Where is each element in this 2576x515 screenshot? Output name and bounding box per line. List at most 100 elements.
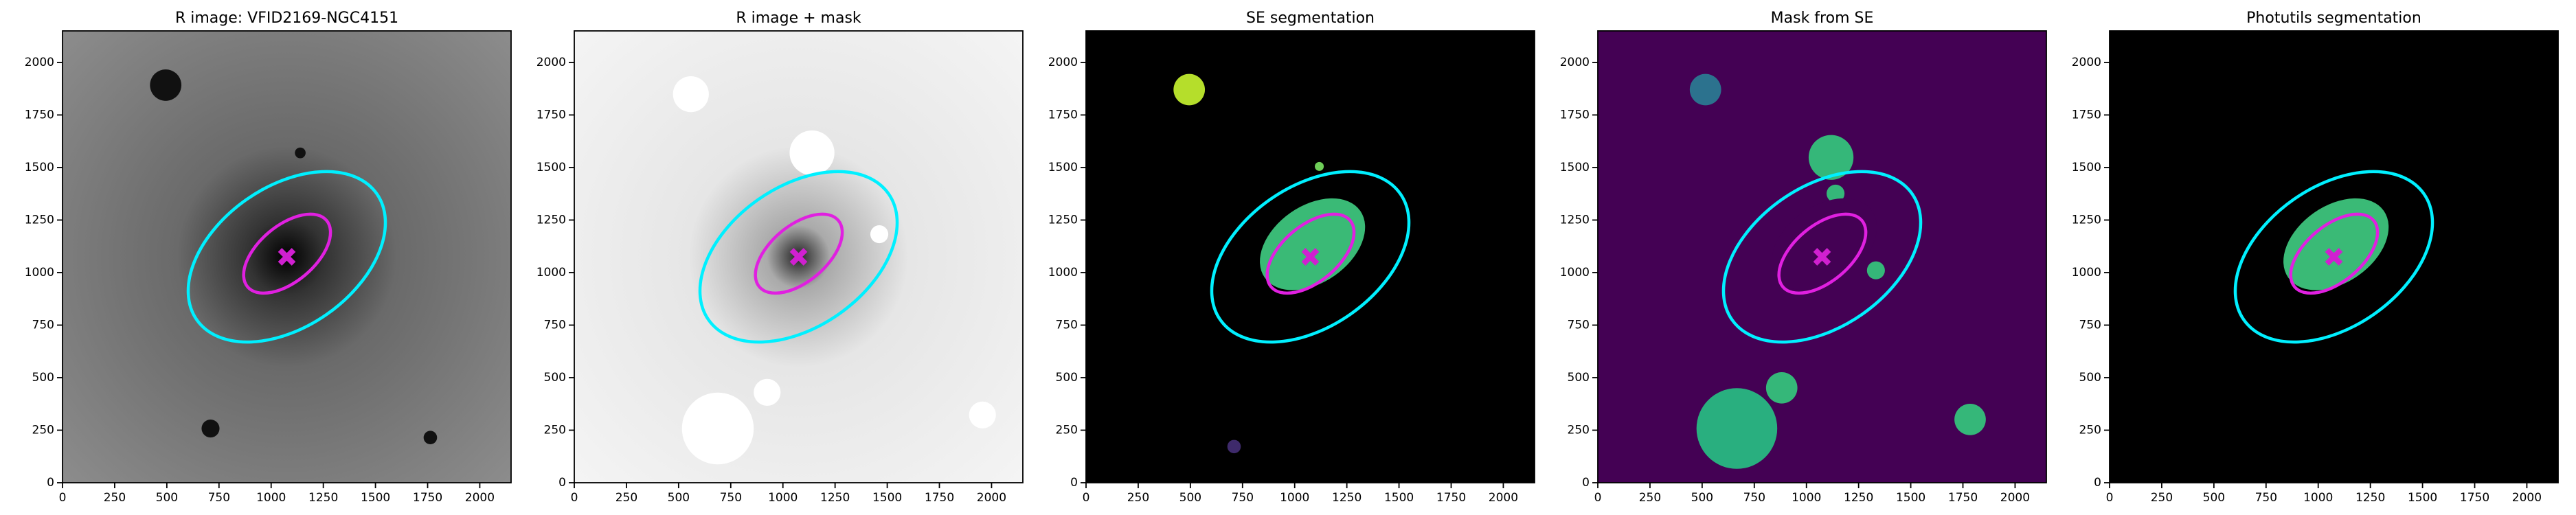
axes-frame — [2109, 30, 2559, 483]
x-tick-label: 2000 — [2512, 491, 2542, 505]
x-tick-label: 1000 — [256, 491, 286, 505]
y-tick-label: 1500 — [536, 161, 566, 174]
y-tick-label: 1750 — [2072, 108, 2101, 122]
x-tick-label: 0 — [2106, 491, 2114, 505]
blob — [1315, 161, 1324, 171]
x-tick-label: 0 — [1083, 491, 1090, 505]
x-tick-label: 2000 — [2000, 491, 2030, 505]
x-tick-label: 2000 — [465, 491, 495, 505]
y-tick-label: 0 — [47, 476, 54, 490]
x-tick-label: 1750 — [1436, 491, 1466, 505]
blob — [1954, 404, 1986, 435]
blob — [1173, 73, 1206, 106]
inner-ellipse — [242, 212, 332, 295]
y-tick-label: 750 — [1568, 318, 1590, 332]
x-tick-label: 1750 — [413, 491, 442, 505]
panel: Mask from SE 0 250 500 750 1000 1250 1500 1750 20… — [1560, 10, 2047, 505]
y-tick-label: 750 — [1056, 318, 1078, 332]
axes-frame — [574, 30, 1024, 483]
y-tick-label: 750 — [32, 318, 54, 332]
x-tick-label: 500 — [1691, 491, 1713, 505]
panel-title: R image + mask — [736, 10, 861, 27]
inner-ellipse — [1265, 212, 1356, 295]
blob — [423, 431, 438, 444]
axes-frame — [62, 30, 512, 483]
y-tick-label: 500 — [544, 371, 566, 385]
axes-frame — [1085, 30, 1535, 483]
panel: SE segmentation 0 250 500 750 1000 1250 1500 175… — [1048, 10, 1535, 505]
image — [574, 31, 1023, 483]
panel-title: R image: VFID2169-NGC4151 — [175, 10, 398, 27]
x-tick-label: 1250 — [820, 491, 850, 505]
y-tick-label: 2000 — [25, 56, 54, 69]
y-tick-label: 500 — [32, 371, 54, 385]
blob — [681, 392, 754, 465]
y-tick-label: 2000 — [1560, 56, 1590, 69]
y-tick-label: 1250 — [25, 213, 54, 227]
x-tick-label: 1750 — [925, 491, 954, 505]
x-tick-label: 750 — [1232, 491, 1254, 505]
y-tick-label: 0 — [1582, 476, 1590, 490]
y-tick-label: 1250 — [1560, 213, 1590, 227]
y-tick-label: 250 — [32, 423, 54, 437]
blob — [789, 130, 835, 176]
blob — [295, 147, 306, 159]
panel-title: SE segmentation — [1246, 10, 1375, 27]
blob — [1689, 73, 1721, 106]
x-tick-label: 1500 — [872, 491, 902, 505]
axes-frame — [1597, 30, 2047, 483]
x-tick-label: 1250 — [1332, 491, 1362, 505]
y-tick-label: 1000 — [536, 266, 566, 279]
y-tick-label: 250 — [1056, 423, 1078, 437]
x-tick-label: 1000 — [2303, 491, 2333, 505]
y-tick-label: 0 — [1070, 476, 1078, 490]
x-tick-label: 1500 — [1384, 491, 1414, 505]
y-tick-label: 2000 — [2072, 56, 2101, 69]
blob — [1808, 135, 1854, 180]
x-tick-label: 250 — [104, 491, 126, 505]
x-tick-label: 0 — [59, 491, 67, 505]
blob — [150, 69, 182, 101]
blob — [754, 378, 781, 406]
outer-ellipse — [1210, 170, 1411, 344]
y-tick-label: 1000 — [2072, 266, 2101, 279]
x-tick-label: 500 — [668, 491, 690, 505]
y-tick-label: 1500 — [25, 161, 54, 174]
y-tick-label: 1750 — [536, 108, 566, 122]
y-tick-label: 500 — [1056, 371, 1078, 385]
image — [1598, 31, 2046, 483]
x-tick-label: 250 — [1127, 491, 1149, 505]
x-tick-label: 1250 — [1844, 491, 1873, 505]
y-tick-label: 500 — [1568, 371, 1590, 385]
blob — [1866, 261, 1885, 279]
panel-title: Photutils segmentation — [2246, 10, 2421, 27]
x-tick-label: 1500 — [1896, 491, 1925, 505]
center-marker — [789, 248, 808, 266]
y-tick-label: 2000 — [1048, 56, 1078, 69]
y-tick-label: 1500 — [1560, 161, 1590, 174]
x-tick-label: 1000 — [1280, 491, 1309, 505]
y-tick-label: 1750 — [1560, 108, 1590, 122]
panel: R image: VFID2169-NGC4151 0 250 500 750 1000 1… — [25, 10, 512, 505]
y-tick-label: 1250 — [536, 213, 566, 227]
blob — [1765, 371, 1798, 404]
outer-ellipse — [2233, 170, 2434, 344]
x-tick-label: 750 — [208, 491, 230, 505]
x-tick-label: 250 — [1639, 491, 1661, 505]
inner-ellipse — [1777, 212, 1868, 295]
center-marker — [1301, 248, 1320, 266]
center-marker — [2325, 248, 2343, 266]
y-tick-label: 1000 — [1560, 266, 1590, 279]
blob — [201, 419, 220, 438]
blob — [1696, 388, 1778, 469]
x-tick-label: 1250 — [308, 491, 338, 505]
x-tick-label: 750 — [1743, 491, 1765, 505]
y-tick-label: 2000 — [536, 56, 566, 69]
panel: R image + mask 0 250 500 750 1000 1250 1500 1750… — [536, 10, 1024, 505]
blob — [673, 76, 709, 113]
y-tick-label: 250 — [1568, 423, 1590, 437]
y-tick-label: 1750 — [1048, 108, 1078, 122]
outer-ellipse — [1721, 170, 1923, 344]
x-tick-label: 0 — [1594, 491, 1602, 505]
